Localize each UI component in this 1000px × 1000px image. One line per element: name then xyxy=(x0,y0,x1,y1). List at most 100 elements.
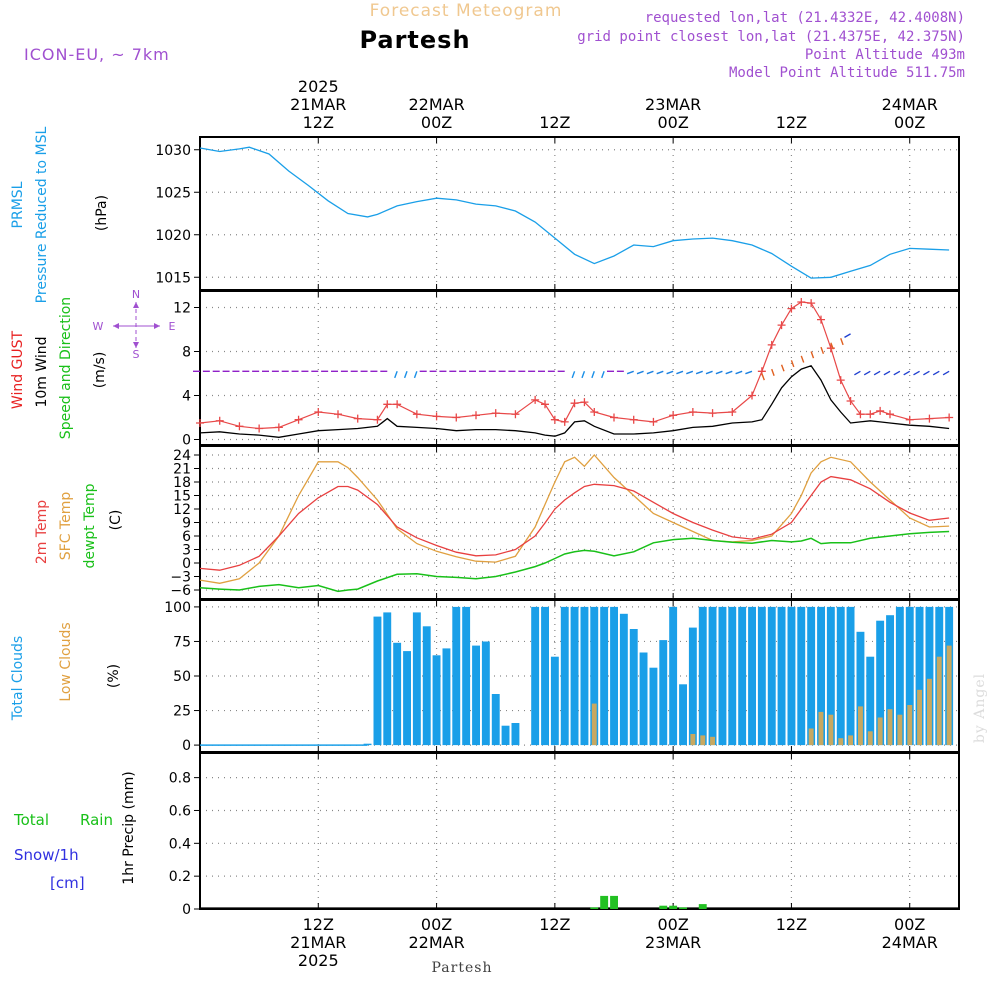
pressure-line xyxy=(199,146,950,279)
total-cloud-bar xyxy=(866,656,875,746)
total-cloud-bar xyxy=(757,606,766,746)
gust-marker xyxy=(491,409,500,418)
total-cloud-bar xyxy=(452,606,461,746)
total-cloud-bar xyxy=(442,648,451,746)
ytick-label: 21 xyxy=(173,462,191,478)
cloud-label-low: Low Clouds xyxy=(58,622,74,701)
ytick-label: 12 xyxy=(173,502,191,518)
wind-arrow xyxy=(725,370,733,375)
wind-arrow xyxy=(394,371,398,379)
total-cloud-bar xyxy=(688,627,697,746)
gust-marker xyxy=(314,408,323,416)
wind-arrow xyxy=(903,370,911,376)
total-cloud-bar xyxy=(649,667,658,746)
total-cloud-bar xyxy=(531,606,540,746)
pressure-frame xyxy=(199,136,960,291)
wind-arrow xyxy=(800,355,805,363)
low-cloud-bar xyxy=(867,731,873,746)
pressure-panel-labels: PRMSL Pressure Reduced to MSL (hPa) xyxy=(10,126,110,303)
temp-label-2m: 2m Temp xyxy=(34,500,50,564)
precip-panel-labels: Total Rain Snow/1h [cm] 1hr Precip (mm) xyxy=(13,771,137,892)
compass-west: W xyxy=(93,320,104,333)
gust-marker xyxy=(383,400,392,409)
gust-marker xyxy=(353,414,362,423)
total-cloud-bar xyxy=(836,606,845,746)
wind-panel: 0 4 8 12 xyxy=(173,290,960,449)
total-cloud-bar xyxy=(412,612,421,746)
total-cloud-bar xyxy=(590,606,599,746)
gust-marker xyxy=(334,410,342,419)
total-cloud-bar xyxy=(600,606,609,746)
wind-arrow xyxy=(581,371,586,379)
temp-label-dew: dewpt Temp xyxy=(82,483,98,568)
wind-speed-line xyxy=(199,365,950,438)
ytick-label: 75 xyxy=(173,634,191,650)
wind-arrow xyxy=(830,342,834,350)
gust-marker xyxy=(393,400,402,409)
wind-arrow xyxy=(780,364,785,372)
low-cloud-bar xyxy=(591,703,597,746)
gust-marker xyxy=(708,409,717,418)
ytick-label: 18 xyxy=(173,475,191,491)
low-cloud-bar xyxy=(828,714,834,746)
wind-arrow xyxy=(636,370,644,375)
gust-marker xyxy=(905,415,914,424)
wind-arrow xyxy=(863,370,871,376)
top-time-label: 12Z xyxy=(539,113,570,132)
total-cloud-bar xyxy=(491,694,500,746)
gust-marker xyxy=(688,408,697,416)
total-cloud-bar xyxy=(481,641,490,746)
gust-marker xyxy=(373,415,382,424)
super-title: Forecast Meteogram xyxy=(370,1,563,21)
ytick-label: 0 xyxy=(182,738,191,754)
gust-marker xyxy=(836,376,845,385)
ytick-label: −6 xyxy=(170,583,191,599)
gust-marker xyxy=(215,416,224,425)
gust-marker xyxy=(767,340,776,349)
wind-arrow xyxy=(761,373,765,381)
wind-label-10m: 10m Wind xyxy=(34,336,50,407)
gust-marker xyxy=(856,410,865,419)
total-cloud-bar xyxy=(767,606,776,746)
total-cloud-bar xyxy=(708,606,717,746)
gust-marker xyxy=(728,408,737,416)
wind-arrow xyxy=(695,370,703,375)
low-cloud-bar xyxy=(946,645,952,746)
wind-arrow xyxy=(735,370,743,375)
ytick-label: 1015 xyxy=(155,270,191,286)
gust-marker xyxy=(649,417,658,426)
ytick-label: 100 xyxy=(164,600,191,616)
gust-marker xyxy=(777,321,786,330)
total-cloud-bar xyxy=(718,606,727,746)
ytick-label: 25 xyxy=(173,704,191,720)
total-cloud-bar xyxy=(807,606,816,746)
wind-arrow xyxy=(676,370,684,375)
compass-north: N xyxy=(132,288,140,301)
low-cloud-bar xyxy=(897,714,903,746)
wind-direction-arrows xyxy=(193,333,950,381)
temp-panel-labels: 2m Temp SFC Temp dewpt Temp (C) xyxy=(34,483,124,568)
ytick-label: 3 xyxy=(182,543,191,559)
wind-arrow xyxy=(715,370,723,375)
low-cloud-bar xyxy=(917,689,922,746)
gust-marker xyxy=(294,415,303,424)
wind-arrow xyxy=(413,371,418,379)
wind-arrow xyxy=(686,370,694,375)
pressure-label-1: PRMSL xyxy=(10,181,26,228)
total-cloud-bar xyxy=(541,606,549,746)
cloud-label-total: Total Clouds xyxy=(10,636,26,721)
top-time-label: 00Z xyxy=(421,113,452,132)
gust-marker xyxy=(797,298,806,306)
total-cloud-bar xyxy=(462,606,471,746)
total-cloud-bar xyxy=(777,606,786,746)
gust-marker xyxy=(925,414,934,423)
gust-marker xyxy=(748,391,756,400)
gust-marker xyxy=(274,423,283,432)
wind-arrow xyxy=(932,370,940,376)
total-cloud-bar xyxy=(383,612,392,746)
ytick-label: 9 xyxy=(182,516,191,532)
bottom-time-label: 23MAR xyxy=(645,933,701,952)
rain-bar xyxy=(698,904,707,909)
